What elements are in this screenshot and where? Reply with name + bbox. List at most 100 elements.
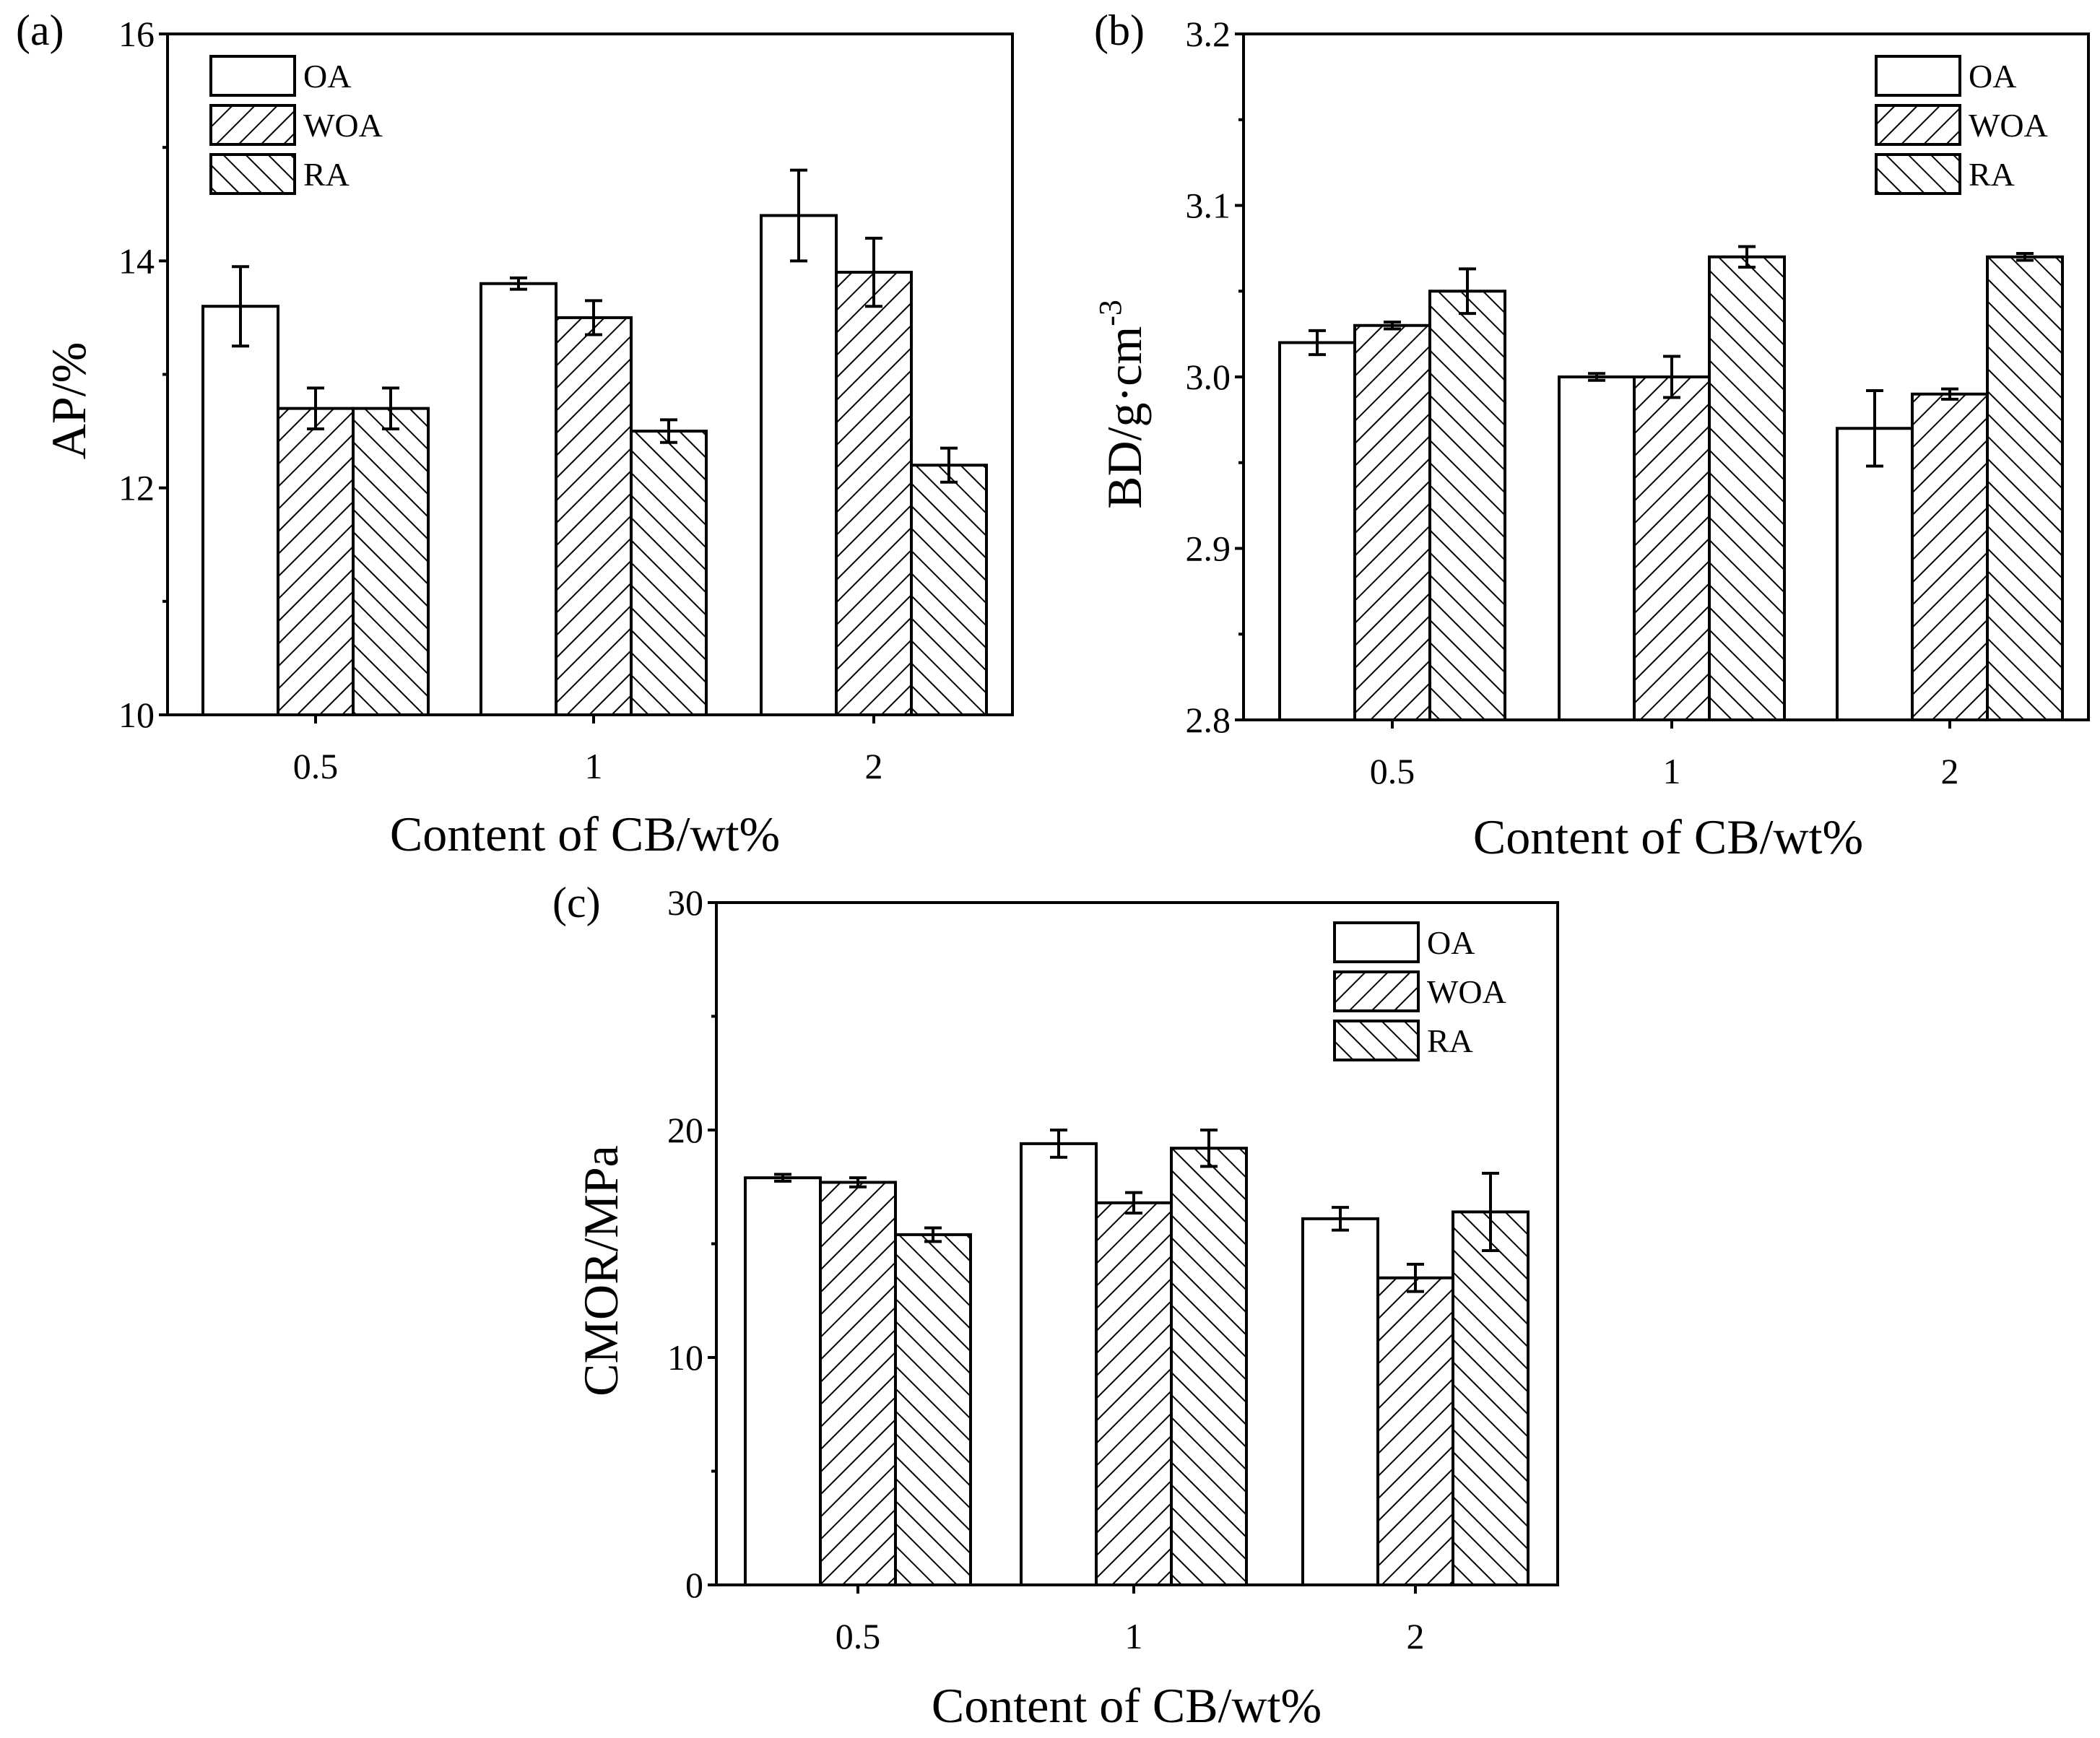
panel-c-bar-woa-2 (1376, 1276, 1454, 1586)
panel-c-errorbar-ra-0 (924, 1226, 942, 1243)
panel-a-ytick-label: 10 (118, 695, 155, 735)
panel-b-errorbar-woa-2 (1941, 387, 1958, 401)
panel-b-legend-swatch-ra (1875, 153, 1961, 195)
panel-a-label: (a) (16, 6, 64, 54)
panel-a-ytick-label: 16 (118, 14, 155, 54)
panel-a-legend: OA WOA RA (209, 55, 383, 195)
panel-a-errorbar-ra-1 (660, 418, 677, 444)
panel-c-xlabel: Content of CB/wt% (932, 1678, 1322, 1733)
panel-a-xtick-label: 2 (865, 746, 883, 786)
panel-a-legend-label-oa: OA (303, 58, 351, 95)
panel-b-legend-label-ra: RA (1969, 156, 2015, 193)
panel-c-legend-swatch-oa (1333, 921, 1420, 963)
panel-b-legend-label-woa: WOA (1969, 107, 2048, 144)
panel-c-ylabel: CMOR/MPa (573, 1145, 628, 1396)
panel-a-errorbar-oa-0 (232, 265, 249, 348)
panel-b-ylabel: BD/g·cm-3 (1093, 300, 1152, 509)
panel-b-ytick-label: 3.0 (1186, 357, 1231, 397)
panel-c-legend-swatch-ra (1333, 1020, 1420, 1061)
panel-c-legend-label-ra: RA (1427, 1022, 1473, 1059)
panel-b-bar-ra-2 (1986, 255, 2064, 721)
panel-a-errorbar-woa-2 (865, 236, 882, 308)
panel-c-ytick-label: 30 (667, 882, 703, 923)
panel-a-ytick-label: 12 (118, 468, 155, 508)
panel-a-errorbar-woa-1 (585, 299, 602, 336)
panel-b-xtick-label: 2 (1941, 751, 1959, 791)
panel-c-errorbar-oa-2 (1332, 1206, 1349, 1232)
panel-a-bar-oa-1 (480, 282, 557, 716)
panel-b-bar-oa-1 (1558, 375, 1636, 721)
panel-a-xlabel: Content of CB/wt% (390, 807, 780, 861)
panel-c-ytick-label: 0 (685, 1565, 703, 1605)
panel-a-ytick-label: 14 (118, 240, 155, 281)
panel-a-xtick-label: 0.5 (293, 746, 339, 786)
panel-a-bar-oa-2 (760, 214, 838, 716)
panel-b-errorbar-ra-0 (1459, 267, 1476, 316)
panel-b-errorbar-ra-2 (2016, 252, 2034, 262)
panel-b-ytick-label: 3.1 (1186, 186, 1231, 226)
panel-c-bar-oa-2 (1301, 1217, 1379, 1586)
panel-b-xlabel: Content of CB/wt% (1473, 809, 1863, 864)
panel-b-xlabel-text: Content of CB/wt% (1473, 809, 1863, 864)
panel-b-legend-swatch-oa (1875, 55, 1961, 97)
panel-c: (c) Content of CB/wt% CMOR/MPa 0 10 20 30 0.… (552, 879, 1559, 1733)
panel-c-legend: OA WOA RA (1333, 921, 1506, 1061)
panel-a-errorbar-ra-0 (382, 386, 399, 430)
panel-a-bar-woa-2 (835, 271, 913, 716)
panel-a-legend-label-ra: RA (303, 156, 350, 193)
panel-b-ytick-label: 3.2 (1186, 14, 1231, 54)
panel-c-ytick-label: 20 (667, 1110, 703, 1150)
panel-a-errorbar-oa-2 (790, 168, 807, 263)
panel-c-ytick-label: 10 (667, 1337, 703, 1378)
panel-b-ytick-label: 2.8 (1186, 700, 1231, 740)
panel-c-bar-ra-1 (1170, 1147, 1248, 1586)
panel-b-bar-woa-0 (1353, 323, 1431, 721)
panel-b-xtick-label: 1 (1663, 751, 1681, 791)
panel-b-xtick-label: 0.5 (1370, 751, 1415, 791)
panel-b-bar-ra-0 (1428, 290, 1506, 721)
panel-a-errorbar-ra-2 (940, 446, 958, 484)
panel-b-legend: OA WOA RA (1875, 55, 2048, 195)
panel-c-bar-oa-0 (744, 1176, 822, 1586)
panel-c-legend-label-woa: WOA (1427, 973, 1506, 1010)
panel-a-errorbar-oa-1 (510, 276, 527, 291)
panel-c-legend-label-oa: OA (1427, 924, 1475, 961)
panel-b-bar-ra-1 (1708, 255, 1786, 721)
panel-b-label: (b) (1094, 6, 1145, 54)
panel-b-legend-label-oa: OA (1969, 58, 2016, 95)
panel-c-label: (c) (552, 879, 601, 926)
panel-a-legend-swatch-oa (209, 55, 296, 97)
panel-a-bar-ra-2 (910, 464, 988, 716)
panel-c-bar-ra-2 (1452, 1210, 1530, 1586)
panel-c-xtick-label: 0.5 (836, 1616, 881, 1656)
panel-a-bar-ra-0 (352, 407, 430, 717)
panel-c-errorbar-woa-0 (849, 1176, 867, 1189)
panel-b-errorbar-oa-2 (1866, 389, 1883, 468)
panel-b-errorbar-oa-0 (1309, 329, 1326, 357)
panel-c-errorbar-ra-1 (1200, 1129, 1218, 1168)
panel-a-bar-woa-0 (277, 407, 355, 717)
panel-c-errorbar-ra-2 (1482, 1171, 1499, 1252)
panel-c-bar-woa-0 (819, 1181, 897, 1586)
panel-c-bar-woa-1 (1095, 1201, 1173, 1587)
panel-a-bar-woa-1 (555, 316, 633, 716)
panel-a-bar-oa-0 (201, 305, 279, 716)
panel-c-bar-oa-1 (1020, 1142, 1098, 1586)
panel-c-xtick-label: 2 (1407, 1616, 1425, 1656)
panel-b-ylabel-sup: -3 (1093, 300, 1128, 326)
panel-a-bar-ra-1 (630, 430, 708, 716)
panel-b-ytick-label: 2.9 (1186, 529, 1231, 569)
panel-a-errorbar-woa-0 (307, 386, 324, 430)
panel-b: (b) Content of CB/wt% BD/g·cm-3 2.8 2.9 3.… (1093, 6, 2090, 864)
panel-b-errorbar-oa-1 (1588, 372, 1605, 382)
panel-a-legend-label-woa: WOA (303, 107, 383, 144)
panel-b-errorbar-ra-1 (1738, 245, 1756, 269)
panel-b-errorbar-woa-1 (1663, 355, 1680, 399)
panel-c-legend-swatch-woa (1333, 970, 1420, 1012)
panel-c-bar-ra-0 (894, 1233, 972, 1587)
panel-b-errorbar-woa-0 (1384, 321, 1401, 331)
panel-c-errorbar-woa-1 (1125, 1191, 1142, 1215)
panel-b-legend-swatch-woa (1875, 104, 1961, 146)
